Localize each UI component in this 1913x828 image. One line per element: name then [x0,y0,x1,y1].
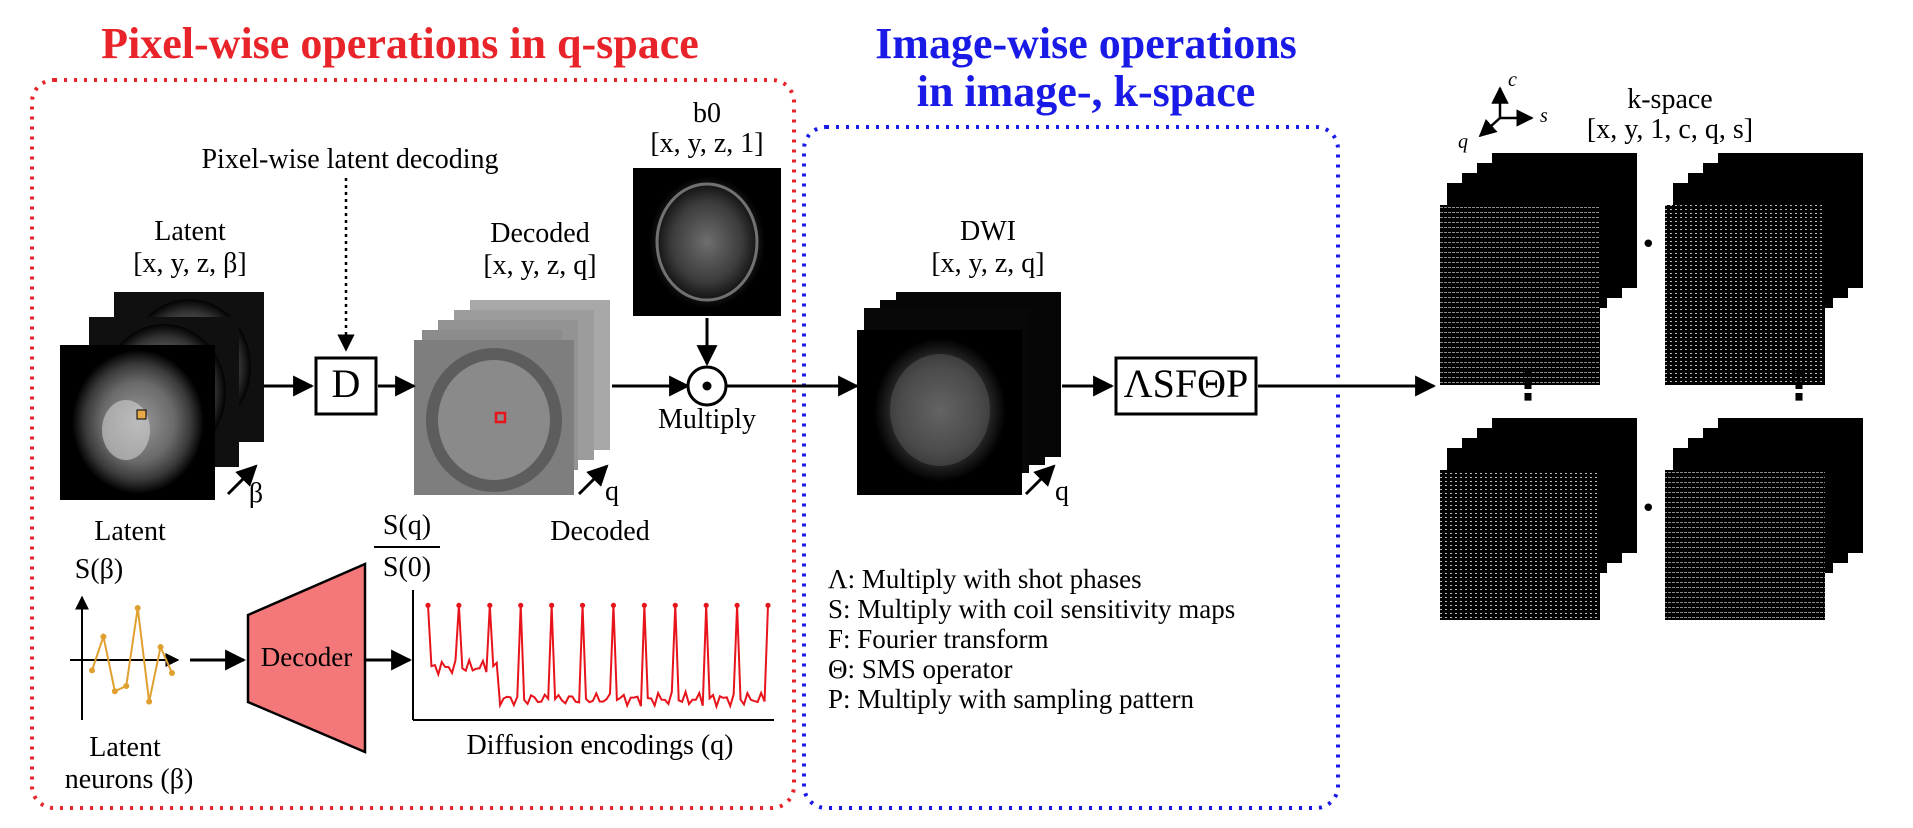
decoded-title: Decoded [490,218,590,249]
beta-axis-label: β [248,478,264,509]
signal-peak-point [734,602,740,608]
fraction-denominator: S(0) [382,552,432,583]
kspace-stack-top-left [1440,153,1637,385]
kspace-stack-bottom-left [1440,418,1637,620]
latent-neurons-label-2: neurons (β) [64,764,194,795]
b0-title: b0 [693,98,721,129]
mid-section-box [802,125,1340,810]
beta-dimension-arrow [226,464,258,496]
legend-line-shot-phases: Λ: Multiply with shot phases [828,564,1142,594]
ellipsis-top: ••• [1609,230,1656,260]
ellipsis-right-vertical: ⋮ [1779,363,1819,409]
latent-point [123,683,130,689]
latent-sub-label: Latent [94,516,166,547]
signal-curve-line [427,605,769,710]
signal-peak-point [549,602,555,608]
latent-neurons-label-1: Latent [89,732,161,763]
decoder-trapezoid [246,562,367,754]
latent-point [169,670,175,676]
latent-point [146,698,153,705]
signal-peak-point [425,602,431,608]
pixel-wise-decoding-label: Pixel-wise latent decoding [201,144,499,175]
diffusion-encodings-label: Diffusion encodings (q) [466,730,734,761]
dwi-dims: [x, y, z, q] [931,248,1045,279]
signal-peak-point [518,602,524,608]
dwi-title: DWI [960,216,1016,247]
multiply-label: Multiply [657,404,756,435]
legend-line-fourier: F: Fourier transform [828,624,1049,654]
q-axis-label-decoded: q [605,476,619,507]
signal-peak-point [641,602,647,608]
signal-peak-point [672,602,678,608]
d-box-label: D [331,361,361,406]
decoded-pixel-marker [494,411,507,424]
fraction-numerator: S(q) [382,510,432,541]
axis-s-label: s [1540,105,1548,127]
kspace-stack-bottom-right [1665,418,1863,620]
ellipsis-left-vertical: ⋮ [1508,363,1548,409]
latent-neurons-plot [89,605,175,705]
signal-plot-axes [412,590,774,721]
operator-box [1114,356,1258,416]
signal-peak-point [456,602,462,608]
decoder-label: Decoder [260,642,353,672]
left-section-title: Pixel-wise operations in q-space [101,19,699,68]
kspace-title: k-space [1627,84,1713,115]
axis-c-label: c [1508,69,1517,91]
multiply-operator [686,365,728,407]
q-dimension-arrow-decoded [577,464,609,496]
b0-dims: [x, y, z, 1] [650,128,764,159]
operator-legend: Λ: Multiply with shot phases S: Multiply… [828,566,1235,716]
latent-point [157,644,164,650]
legend-line-sampling: P: Multiply with sampling pattern [828,684,1194,714]
signal-peak-point [765,602,771,608]
latent-pixel-marker [136,409,147,420]
latent-point [100,633,107,640]
b0-image [633,168,781,316]
latent-point [111,688,118,695]
mid-section-title-line1: Image-wise operations [875,19,1297,68]
mid-section-title-line2: in image-, k-space [916,67,1256,116]
latent-title: Latent [154,216,226,247]
operator-box-label: ΛSFΘP [1123,361,1249,406]
q-dimension-arrow-dwi [1024,464,1056,496]
q-axis-label-dwi: q [1055,476,1069,507]
signal-peak-point [579,602,586,608]
s-beta-label: S(β) [74,554,124,585]
latent-dims: [x, y, z, β] [133,248,247,279]
decoded-image-stack [414,300,610,495]
latent-point [89,667,95,674]
kspace-axis-triad [1478,86,1534,138]
signal-peak-point [487,602,493,608]
axis-q-label: q [1458,131,1468,153]
decoded-dims: [x, y, z, q] [483,250,597,281]
latent-image-stack [60,292,264,500]
kspace-stack-top-right [1665,153,1863,385]
signal-peak-point [610,602,617,608]
decoded-signal-plot [425,602,771,710]
signal-peak-point [703,602,709,608]
ellipsis-bottom: ••• [1609,494,1656,524]
legend-line-coil-sensitivity: S: Multiply with coil sensitivity maps [828,594,1236,624]
d-box [314,356,378,416]
dwi-image-stack [857,292,1061,495]
latent-curve-line [91,607,173,702]
kspace-dims: [x, y, 1, c, q, s] [1586,114,1754,145]
legend-line-sms: Θ: SMS operator [828,654,1013,684]
latent-point [134,605,141,611]
decoded-sub-label: Decoded [550,516,650,547]
latent-plot-axes [70,595,180,720]
